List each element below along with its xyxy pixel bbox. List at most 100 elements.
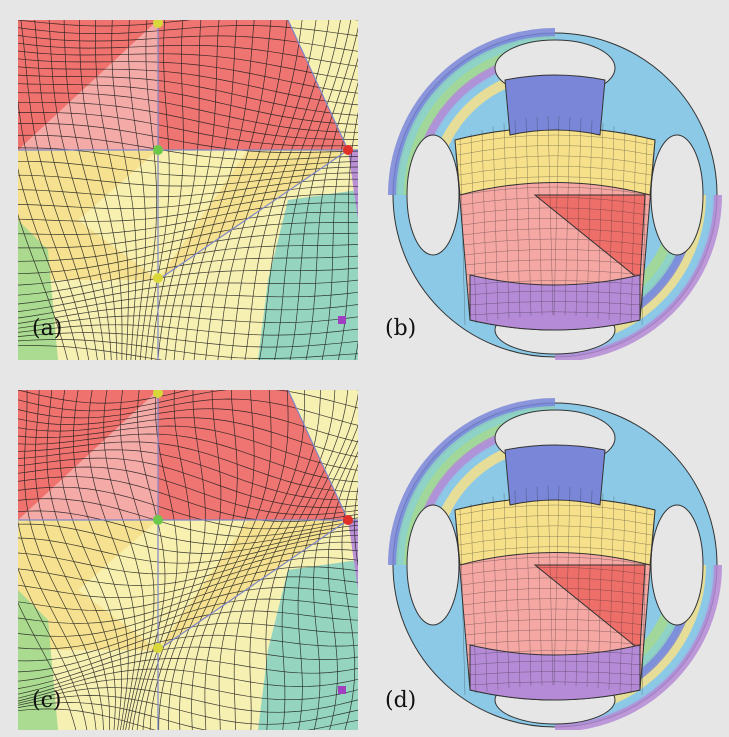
grid-line-u [18, 83, 358, 125]
grid-line-v [18, 602, 77, 730]
panel-b [385, 20, 725, 360]
grid-line-v [139, 20, 158, 360]
mesh-line [536, 116, 543, 316]
mesh-line [458, 525, 652, 536]
mesh-line [547, 116, 554, 316]
singularity-point [153, 273, 163, 283]
singularity-point [153, 145, 163, 155]
grid-line-v [103, 390, 145, 730]
mesh-line [586, 490, 593, 688]
grid-line-u [18, 466, 358, 515]
grid-line-u [18, 339, 358, 359]
grid-line-v [136, 390, 178, 730]
grid-line-u [18, 523, 358, 554]
mesh-line [461, 207, 649, 216]
grid-line-v [158, 390, 222, 730]
mesh-line [463, 238, 647, 246]
grid-line-v [132, 390, 166, 730]
parameter-domain-plot-c [18, 390, 358, 730]
mesh-line [525, 488, 532, 687]
mesh-line [462, 218, 648, 226]
grid-line-v [274, 20, 352, 360]
seam-line [287, 20, 349, 151]
mesh-line [459, 176, 651, 186]
grid-line-v [338, 111, 358, 360]
mesh-line [514, 120, 521, 318]
mesh-line [597, 123, 604, 319]
grid-line-v [313, 439, 358, 730]
grid-line-u [18, 457, 358, 508]
parametric-grid [18, 20, 358, 360]
grid-line-v [179, 390, 255, 730]
grid-line-v [244, 20, 330, 360]
mesh-line [460, 186, 650, 196]
panel-label-d: (d) [385, 688, 417, 713]
grid-line-v [281, 393, 358, 730]
grid-line-v [18, 99, 90, 360]
mesh-line [466, 650, 644, 656]
grid-line-v [217, 20, 303, 360]
mesh-line [459, 137, 466, 326]
grid-line-v [59, 390, 122, 730]
grid-line-u [18, 486, 358, 530]
singularity-point [153, 515, 163, 525]
shell-band [388, 28, 556, 196]
mesh-line [597, 493, 604, 689]
mesh-line [536, 486, 543, 686]
tube-back-band [504, 74, 606, 136]
grid-line-u [18, 390, 358, 412]
surface-hole [406, 504, 460, 626]
grid-line-v [145, 20, 170, 360]
mesh-line [641, 507, 648, 696]
grid-line-v [249, 390, 336, 730]
mesh-line [492, 496, 499, 690]
mesh-line [457, 515, 653, 526]
grid-line-u [18, 417, 358, 458]
grid-line-v [63, 20, 118, 360]
grid-line-v [95, 20, 129, 360]
grid-line-v [128, 20, 147, 360]
mesh-line [458, 155, 652, 166]
grid-line-v [87, 390, 137, 730]
panel-a [18, 20, 358, 360]
mesh-line [459, 546, 651, 556]
grid-line-v [305, 57, 358, 360]
grid-line-u [18, 185, 358, 210]
mesh-line [466, 640, 644, 646]
mesh-line [459, 507, 466, 696]
grid-line-u [18, 695, 358, 725]
grid-line-v [193, 20, 272, 360]
mesh-line [466, 270, 644, 276]
grid-line-u [18, 232, 358, 275]
grid-line-u [18, 134, 358, 161]
mesh-line [456, 504, 654, 516]
grid-line-v [173, 20, 238, 360]
grid-line-u [18, 101, 358, 140]
grid-line-u [18, 267, 358, 305]
grid-line-v [297, 424, 358, 730]
singularity-point [338, 316, 346, 324]
shell-band [554, 194, 722, 360]
grid-line-v [168, 390, 238, 730]
singularity-point [343, 515, 353, 525]
grid-line-v [205, 20, 288, 360]
mesh-line [525, 118, 532, 317]
grid-line-v [34, 20, 106, 360]
mesh-line [564, 116, 571, 316]
mesh-line [456, 134, 654, 146]
grid-line-u [18, 35, 358, 52]
grid-line-u [18, 708, 156, 730]
grid-line-u [18, 598, 358, 650]
surface-render-b [388, 28, 722, 360]
surface-mesh [456, 486, 654, 696]
grid-line-u [18, 74, 358, 116]
panel-c [18, 390, 358, 730]
grid-line-u [18, 678, 358, 702]
mesh-line [619, 500, 626, 692]
mesh-line [461, 577, 649, 586]
grid-line-v [149, 390, 206, 730]
grid-line-u [18, 123, 358, 153]
grid-line-v [48, 20, 112, 360]
grid-line-u [18, 498, 358, 537]
singularity-point [153, 643, 163, 653]
